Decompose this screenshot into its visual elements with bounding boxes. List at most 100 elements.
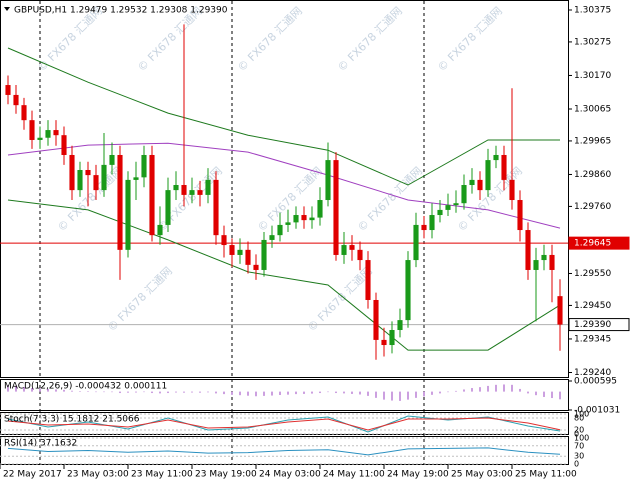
macd-bar <box>143 391 145 393</box>
y-tick-label: 1.29240 <box>574 368 611 378</box>
macd-bar <box>415 391 417 398</box>
candle-body <box>133 177 139 180</box>
macd-bar <box>343 391 345 394</box>
macd-bar <box>303 391 305 394</box>
y-tick-label: 1.29965 <box>574 136 611 146</box>
rsi-tick-label: 70 <box>574 441 584 450</box>
candle-body <box>221 235 227 246</box>
y-tick-label: 1.29345 <box>574 334 611 344</box>
macd-bar <box>239 391 241 396</box>
macd-bar <box>71 390 73 392</box>
macd-bar <box>543 391 545 397</box>
header: GBPUSD,H1 1.29479 1.29532 1.29308 1.2939… <box>14 6 228 16</box>
main-panel <box>0 0 569 378</box>
candle-body <box>333 160 339 255</box>
candle-body <box>37 137 43 140</box>
candle-body <box>349 245 355 250</box>
macd-bar <box>551 391 553 399</box>
macd-bar <box>175 391 177 393</box>
rsi-tick-label: 30 <box>574 452 584 461</box>
candle-body <box>533 260 539 270</box>
macd-bar <box>511 384 513 392</box>
macd-bar <box>295 391 297 395</box>
macd-bar <box>319 391 321 394</box>
overlay-line <box>7 199 561 351</box>
x-tick-label: 23 May 11:00 <box>131 470 193 480</box>
y-tick-label: 1.30275 <box>574 37 611 47</box>
macd-bar <box>351 391 353 394</box>
macd-bar <box>455 390 457 392</box>
macd-bar <box>79 391 81 392</box>
y-tick-label: 1.29550 <box>574 269 611 279</box>
candle-body <box>13 94 19 106</box>
macd-tick-label: -0.001031 <box>574 406 620 416</box>
stoch-tick-label: 20 <box>574 426 584 435</box>
candle-body <box>61 135 67 155</box>
candle-body <box>413 224 419 261</box>
candle-body <box>525 230 531 270</box>
candle-body <box>429 215 435 231</box>
macd-bar <box>559 391 561 400</box>
x-tick-label: 23 May 19:00 <box>195 470 257 480</box>
candle-body <box>421 224 427 231</box>
candle-body <box>285 222 291 225</box>
macd-bar <box>471 388 473 392</box>
macd-bar <box>391 391 393 401</box>
candle-body <box>325 160 331 201</box>
candle-body <box>397 320 403 331</box>
candle-body <box>445 205 451 210</box>
macd-bar <box>159 391 161 394</box>
macd-bar <box>135 391 137 393</box>
rsi-tick-label: 100 <box>574 434 589 443</box>
candle-body <box>173 185 179 191</box>
candle-body <box>261 239 267 270</box>
candle-body <box>245 249 251 265</box>
overlay-line <box>7 47 560 186</box>
candle-body <box>549 254 555 270</box>
candle-body <box>269 235 275 240</box>
candle-body <box>501 154 507 180</box>
macd-bar <box>311 391 313 394</box>
x-tick-label: 24 May 19:00 <box>387 470 449 480</box>
macd-bar <box>359 391 361 395</box>
candle-body <box>181 185 187 195</box>
macd-bar <box>111 391 113 393</box>
candle-body <box>93 175 99 191</box>
candle-body <box>317 200 323 218</box>
macd-bar <box>95 391 97 393</box>
price-marker-label: 1.29645 <box>574 239 611 249</box>
macd-bar <box>55 389 57 392</box>
macd-bar <box>327 391 329 393</box>
macd-bar <box>367 391 369 396</box>
candle-body <box>149 154 155 236</box>
candle-body <box>309 217 315 221</box>
macd-tick-label: 0.000595 <box>574 377 617 387</box>
y-tick-label: 1.29450 <box>574 301 611 311</box>
candle-body <box>405 260 411 321</box>
macd-bar <box>487 385 489 392</box>
macd-bar <box>479 387 481 392</box>
macd-bar <box>439 391 441 394</box>
macd-bar <box>215 391 217 394</box>
price-marker-box <box>568 236 630 250</box>
macd-bar <box>375 391 377 398</box>
x-tick-label: 24 May 03:00 <box>259 470 321 480</box>
candle-body <box>109 154 115 165</box>
candle-body <box>117 154 123 250</box>
macd-bar <box>223 391 225 395</box>
candle-body <box>517 200 523 231</box>
macd-bar <box>191 391 193 393</box>
candle-body <box>69 154 75 191</box>
candle-body <box>213 179 219 236</box>
stoch-tick-label: 80 <box>574 414 584 423</box>
candle-body <box>461 185 467 204</box>
macd-bar <box>255 391 257 397</box>
candle-body <box>5 85 11 95</box>
macd-bar <box>15 386 17 392</box>
y-tick-label: 1.30065 <box>574 104 611 114</box>
macd-bar <box>87 391 89 392</box>
candle-body <box>85 169 91 176</box>
header-arrow <box>4 7 10 11</box>
y-tick-label: 1.29860 <box>574 170 611 180</box>
candle-body <box>277 224 283 236</box>
